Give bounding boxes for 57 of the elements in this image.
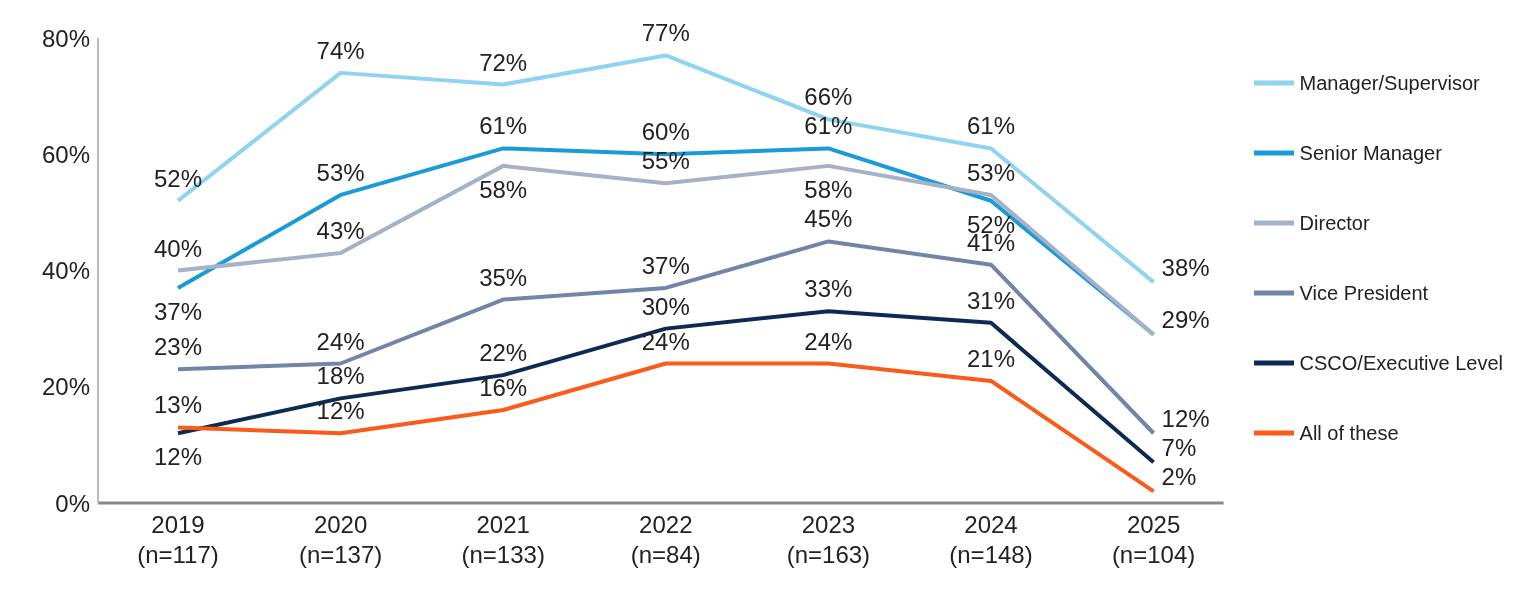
- legend-label: CSCO/Executive Level: [1299, 351, 1503, 375]
- x-tick-label: 2019 (n=117): [137, 511, 219, 568]
- data-label: 61%: [479, 112, 528, 140]
- y-tick-label: 40%: [41, 257, 90, 285]
- legend-label: Director: [1299, 211, 1370, 235]
- data-label: 53%: [316, 158, 365, 186]
- data-label: 74%: [316, 36, 365, 64]
- y-tick-label: 80%: [41, 24, 90, 52]
- data-label: 52%: [153, 164, 203, 192]
- data-label: 60%: [641, 118, 690, 146]
- legend-label: Vice President: [1299, 281, 1429, 305]
- data-label: 24%: [316, 327, 365, 355]
- data-label: 22%: [479, 339, 528, 367]
- data-label: 61%: [966, 112, 1016, 140]
- y-tick-label: 60%: [41, 140, 90, 168]
- data-label: 77%: [641, 19, 690, 47]
- data-label: 18%: [316, 362, 365, 390]
- data-label: 7%: [1161, 434, 1197, 462]
- data-label: 45%: [804, 205, 853, 233]
- x-tick-label: 2021 (n=133): [461, 511, 545, 568]
- data-label: 53%: [966, 158, 1016, 186]
- data-label: 33%: [804, 275, 853, 303]
- data-label: 37%: [641, 251, 690, 279]
- data-label: 13%: [153, 391, 203, 419]
- data-label: 21%: [966, 344, 1016, 372]
- data-label: 24%: [641, 327, 690, 355]
- data-label: 58%: [804, 175, 853, 203]
- data-label: 55%: [641, 147, 690, 175]
- data-label: 29%: [1161, 306, 1210, 334]
- data-label: 30%: [641, 292, 690, 320]
- data-label: 43%: [316, 217, 365, 245]
- x-tick-label: 2023 (n=163): [786, 511, 871, 568]
- data-label: 31%: [966, 286, 1016, 314]
- y-tick-label: 0%: [55, 489, 90, 517]
- data-label: 24%: [804, 327, 853, 355]
- data-label: 61%: [804, 112, 853, 140]
- data-label: 37%: [153, 297, 203, 325]
- data-label: 16%: [479, 374, 528, 401]
- data-label: 58%: [479, 175, 528, 203]
- data-label: 23%: [153, 333, 203, 361]
- x-tick-label: 2024 (n=148): [949, 511, 1033, 568]
- data-label: 72%: [479, 48, 528, 76]
- data-label: 35%: [479, 263, 528, 291]
- x-tick-label: 2020 (n=137): [298, 511, 383, 568]
- data-label: 12%: [153, 443, 203, 471]
- x-tick-label: 2025 (n=104): [1111, 511, 1196, 568]
- data-label: 2%: [1161, 463, 1197, 491]
- legend-label: Senior Manager: [1299, 141, 1442, 165]
- x-tick-label: 2022 (n=84): [630, 511, 701, 568]
- data-label: 66%: [804, 83, 853, 111]
- data-label: 12%: [316, 397, 365, 425]
- data-label: 12%: [1161, 405, 1210, 433]
- legend-label: Manager/Supervisor: [1299, 71, 1480, 95]
- data-label: 38%: [1161, 254, 1210, 282]
- y-tick-label: 20%: [41, 373, 90, 401]
- data-label: 40%: [153, 234, 203, 262]
- legend-label: All of these: [1299, 421, 1399, 445]
